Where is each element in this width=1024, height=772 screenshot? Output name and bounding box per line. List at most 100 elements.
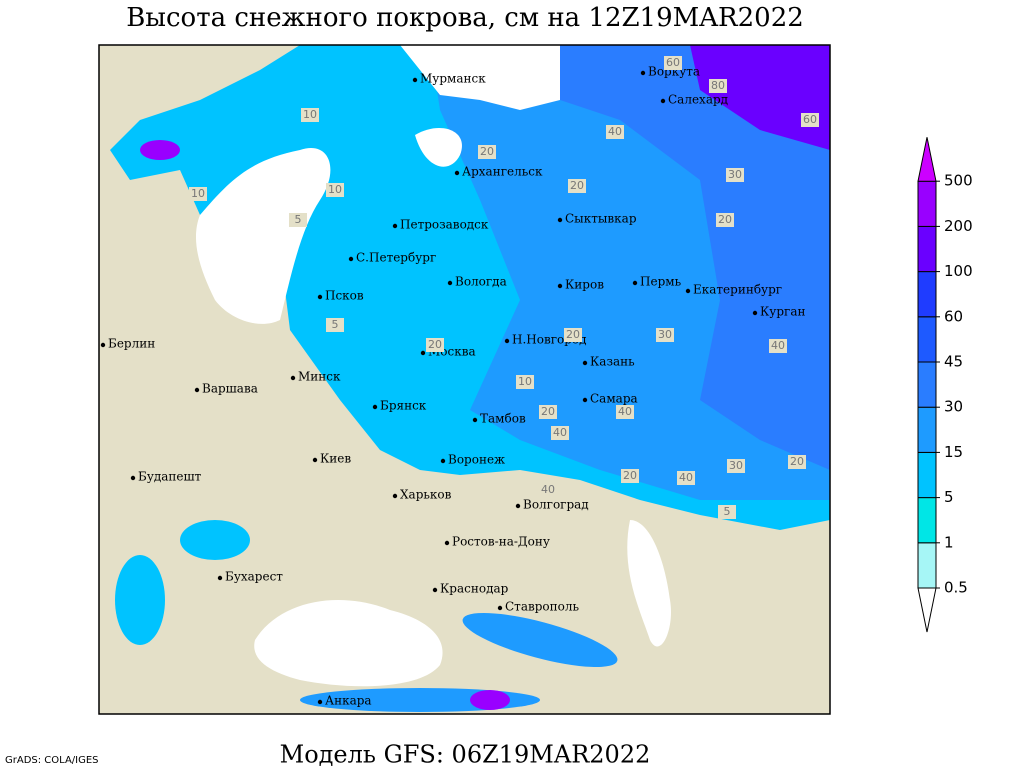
contour-label: 30 — [658, 328, 672, 341]
city-label: Воркута — [648, 65, 700, 79]
contour-label: 40 — [553, 426, 567, 439]
city-label: Тамбов — [480, 412, 526, 426]
contour-label: 10 — [191, 187, 205, 200]
city-dot — [752, 310, 758, 316]
contour-label-box — [726, 168, 744, 182]
contour-label: 30 — [729, 459, 743, 472]
map — [98, 44, 831, 715]
contour-label-box — [301, 108, 319, 122]
contour-label: 5 — [724, 505, 731, 518]
contour-label-box — [568, 179, 586, 193]
city-dot — [420, 350, 426, 356]
contour-label-box — [788, 455, 806, 469]
city-dot — [317, 294, 323, 300]
city-label: Псков — [325, 289, 364, 303]
contour-label-box — [621, 469, 639, 483]
snow-area — [115, 555, 165, 645]
contour-label-box — [539, 483, 557, 497]
snow-area — [180, 520, 250, 560]
sea — [254, 600, 443, 687]
city-dot — [582, 397, 588, 403]
contour-label-box — [189, 187, 207, 201]
contour-label-box — [664, 56, 682, 70]
contour-label: 40 — [679, 471, 693, 484]
city-label: Петрозаводск — [400, 218, 489, 232]
contour-label: 40 — [608, 125, 622, 138]
contour-label-box — [564, 328, 582, 342]
legend-swatch — [917, 451, 937, 499]
contour-label-box — [539, 405, 557, 419]
sea — [415, 127, 462, 167]
city-dot — [504, 338, 510, 344]
contour-label-box — [727, 459, 745, 473]
contour-label: 5 — [332, 318, 339, 331]
sea — [627, 520, 671, 647]
legend-label: 30 — [944, 398, 963, 416]
contour-label: 10 — [303, 108, 317, 121]
legend-swatch — [917, 271, 937, 318]
city-label: Архангельск — [462, 165, 543, 179]
sea — [400, 45, 560, 110]
city-label: Мурманск — [420, 72, 486, 86]
city-dot — [432, 587, 438, 593]
contour-label: 60 — [803, 113, 817, 126]
city-label: Пермь — [640, 275, 682, 289]
city-dot — [130, 475, 136, 481]
city-dot — [660, 98, 666, 104]
map-frame — [98, 44, 831, 715]
legend-label: 60 — [944, 307, 963, 325]
city-label: Ставрополь — [505, 600, 579, 614]
contour-label: 40 — [771, 339, 785, 352]
contour-label-box — [326, 183, 344, 197]
contour-label-box — [769, 339, 787, 353]
contour-label-box — [709, 79, 727, 93]
city-label: Казань — [590, 355, 635, 369]
city-dot — [497, 605, 503, 611]
city-dot — [454, 170, 460, 176]
city-dot — [312, 457, 318, 463]
contour-label: 20 — [428, 338, 442, 351]
city-dot — [194, 387, 200, 393]
contour-label: 20 — [566, 328, 580, 341]
contour-label: 20 — [541, 405, 555, 418]
contour-label-box — [801, 113, 819, 127]
contour-label: 20 — [718, 213, 732, 226]
city-label: Варшава — [202, 382, 258, 396]
city-label: Киев — [320, 452, 351, 466]
contour-label-box — [551, 426, 569, 440]
city-dot — [317, 699, 323, 705]
legend-label: 1 — [944, 533, 954, 551]
city-dot — [290, 375, 296, 381]
city-label: Киров — [565, 278, 604, 292]
legend-swatch — [917, 542, 937, 589]
city-label: Сыктывкар — [565, 212, 637, 226]
city-label: Салехард — [668, 93, 728, 107]
contour-label: 30 — [728, 168, 742, 181]
city-dot — [440, 458, 446, 464]
contour-label-box — [516, 375, 534, 389]
legend-label: 100 — [944, 262, 973, 280]
contour-label-box — [426, 338, 444, 352]
contour-label-box — [656, 328, 674, 342]
contour-label: 80 — [711, 79, 725, 92]
contour-label-box — [677, 471, 695, 485]
city-dot — [640, 70, 646, 76]
city-label: Будапешт — [138, 470, 202, 484]
snow-area — [560, 45, 830, 470]
snow-area — [462, 612, 618, 668]
snow-area — [470, 690, 510, 710]
contour-label: 60 — [666, 56, 680, 69]
city-dot — [392, 493, 398, 499]
contour-label-box — [718, 505, 736, 519]
legend-label: 500 — [944, 172, 973, 190]
city-label: Курган — [760, 305, 805, 319]
legend-swatch — [917, 497, 937, 544]
legend-swatch — [917, 587, 937, 633]
contour-label: 20 — [570, 179, 584, 192]
contour-label-box — [326, 318, 344, 332]
legend-label: 200 — [944, 217, 973, 235]
city-dot — [348, 256, 354, 262]
city-label: Краснодар — [440, 582, 509, 596]
contour-label: 20 — [480, 145, 494, 158]
